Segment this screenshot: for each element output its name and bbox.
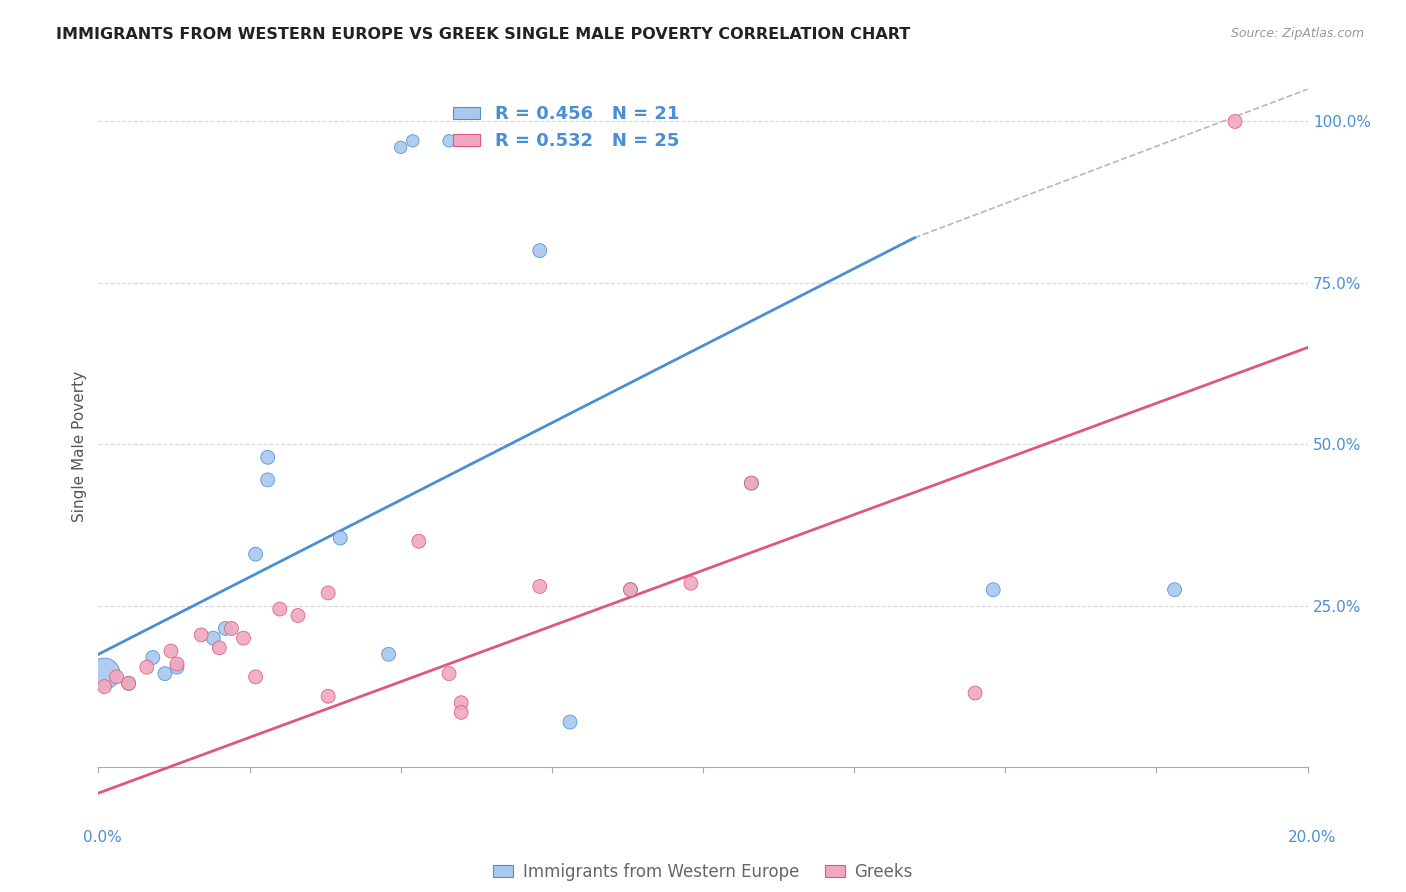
Point [93, 666, 115, 681]
Point [316, 586, 339, 600]
Point [437, 134, 460, 148]
Point [377, 647, 399, 661]
Point [202, 631, 225, 645]
Point [450, 696, 472, 710]
Point [153, 666, 176, 681]
Point [316, 690, 339, 704]
Point [402, 134, 425, 148]
Point [1163, 582, 1185, 597]
Point [232, 631, 254, 645]
Point [118, 676, 141, 690]
Point [118, 676, 141, 690]
Point [965, 686, 987, 700]
Point [329, 531, 352, 545]
Point [619, 582, 641, 597]
Point [245, 670, 267, 684]
Text: Source: ZipAtlas.com: Source: ZipAtlas.com [1230, 27, 1364, 40]
Point [208, 640, 231, 655]
Point [93, 680, 115, 694]
Point [740, 476, 762, 491]
Text: 0.0%: 0.0% [83, 830, 122, 845]
Point [619, 582, 641, 597]
Point [740, 476, 762, 491]
Text: IMMIGRANTS FROM WESTERN EUROPE VS GREEK SINGLE MALE POVERTY CORRELATION CHART: IMMIGRANTS FROM WESTERN EUROPE VS GREEK … [56, 27, 911, 42]
Point [529, 579, 551, 593]
Point [679, 576, 702, 591]
Point [142, 650, 165, 665]
Point [287, 608, 309, 623]
Point [105, 670, 128, 684]
Text: 20.0%: 20.0% [1288, 830, 1336, 845]
Point [214, 622, 236, 636]
Point [256, 473, 278, 487]
Point [408, 534, 430, 549]
Legend: Immigrants from Western Europe, Greeks: Immigrants from Western Europe, Greeks [486, 856, 920, 888]
Point [981, 582, 1004, 597]
Point [256, 450, 278, 465]
Y-axis label: Single Male Poverty: Single Male Poverty [72, 370, 87, 522]
Point [166, 660, 188, 674]
Point [245, 547, 267, 561]
Point [190, 628, 212, 642]
Point [529, 244, 551, 258]
Point [166, 657, 188, 671]
Point [135, 660, 157, 674]
Point [269, 602, 291, 616]
Point [389, 140, 412, 154]
Point [450, 706, 472, 720]
Point [221, 622, 243, 636]
Point [437, 666, 460, 681]
Point [1223, 114, 1246, 128]
Point [558, 715, 581, 730]
Point [160, 644, 183, 658]
